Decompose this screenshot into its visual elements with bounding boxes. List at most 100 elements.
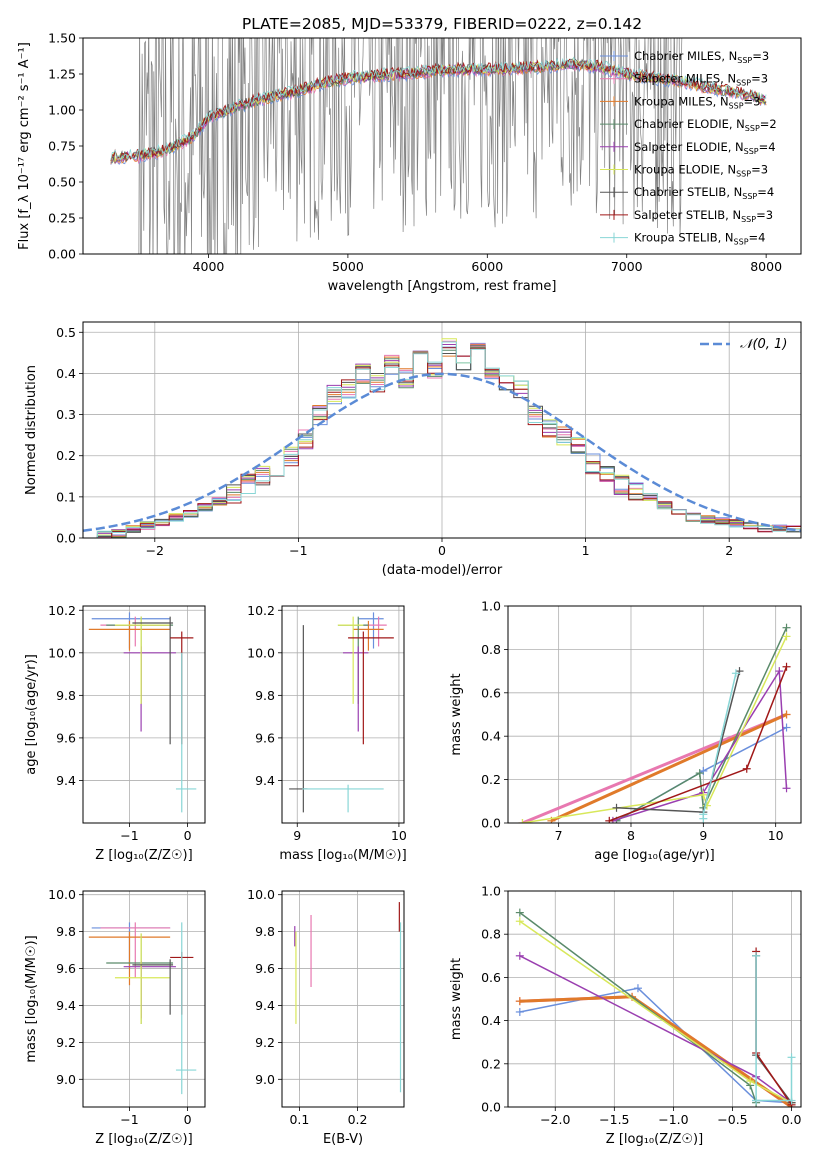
y-tick-label: 0.50: [48, 175, 76, 190]
y-tick-label: 10.2: [247, 603, 275, 618]
y-tick-label: 10.2: [48, 603, 76, 618]
x-tick-label: −1: [120, 1112, 138, 1127]
spectrum-xlabel: wavelength [Angstrom, rest frame]: [328, 279, 557, 294]
age_vs_mass-frame: [281, 605, 405, 824]
y-tick-label: 9.4: [255, 998, 275, 1013]
weight_vs_Z-ylabel: mass weight: [449, 958, 464, 1040]
x-tick-label: 9: [699, 828, 707, 843]
legend-entry: 𝒩(0, 1): [740, 337, 787, 352]
age_vs_Z-plot-area: [88, 612, 197, 813]
y-tick-label: 0.2: [56, 448, 76, 463]
y-tick-label: 9.4: [56, 998, 76, 1013]
y-tick-label: 0.4: [481, 729, 501, 744]
weight_vs_Z-frame: [507, 890, 802, 1108]
mass_vs_Z-plot-area: [88, 922, 197, 1095]
x-tick-label: −2: [146, 543, 164, 558]
x-tick-label: −1: [289, 543, 307, 558]
y-tick-label: 0.4: [56, 366, 76, 381]
legend-entry: Kroupa ELODIE, NSSP=3: [634, 163, 768, 179]
x-tick-label: 4000: [193, 259, 225, 274]
y-tick-label: 9.0: [255, 1072, 275, 1087]
x-tick-label: 8000: [750, 259, 782, 274]
y-tick-label: 9.6: [56, 961, 76, 976]
mass_vs_Z-axes: −1 0 9.0 9.2 9.4 9.6 9.8 10.0 Z [log₁₀(Z/Z☉)] mas…: [24, 887, 205, 1147]
y-tick-label: 0.5: [56, 325, 76, 340]
y-tick-label: 0.0: [56, 531, 76, 546]
x-tick-label: −1: [120, 828, 138, 843]
x-tick-label: 0: [438, 543, 446, 558]
weight_vs_age-frame: [507, 605, 802, 824]
y-tick-label: 9.4: [255, 773, 275, 788]
age_vs_mass-axes: 9 10 9.4 9.6 9.8 10.0 10.2 mass [log₁₀(M/M☉)]: [247, 603, 407, 863]
weight_vs_age-plot-area: [518, 623, 791, 823]
x-tick-label: 7000: [611, 259, 643, 274]
mass_vs_ebv-plot-area: [294, 902, 402, 1093]
y-tick-label: 9.0: [56, 1072, 76, 1087]
weight_vs_Z-axes: −2.0 −1.5 −1.0 −0.5 0.0 0.0 0.2 0.4 0.6 0.8 1.0 Z […: [449, 884, 802, 1148]
mass_vs_Z-xlabel: Z [log₁₀(Z/Z☉)]: [95, 1132, 192, 1147]
age_vs_Z-ylabel: age [log₁₀(age/yr)]: [24, 654, 39, 775]
mass_vs_ebv-axes: 0.1 0.2 9.0 9.2 9.4 9.6 9.8 10.0 E(B-V): [247, 887, 404, 1147]
weight_vs_age-axes: 7 8 9 10 0.0 0.2 0.4 0.6 0.8 1.0 age [log₁₀(age/yr…: [449, 599, 801, 863]
x-tick-label: 0: [184, 828, 192, 843]
y-tick-label: 9.2: [56, 1035, 76, 1050]
legend-entry: Salpeter ELODIE, NSSP=4: [634, 140, 776, 156]
observed-spectrum: [138, 38, 683, 254]
x-tick-label: −2.0: [540, 1112, 570, 1127]
x-tick-label: 8: [627, 828, 635, 843]
figure-title: PLATE=2085, MJD=53379, FIBERID=0222, z=0…: [242, 15, 642, 33]
legend-entry: Chabrier STELIB, NSSP=4: [634, 185, 774, 201]
weight-line: [616, 627, 788, 822]
legend-entry: Salpeter MILES, NSSP=3: [634, 72, 768, 88]
spectrum-axes: 4000 5000 6000 7000 8000 0.00 0.25 0.50 0.75 1.00…: [17, 31, 782, 295]
y-tick-label: 9.6: [255, 730, 275, 745]
x-tick-label: 6000: [471, 259, 503, 274]
x-tick-label: 0.2: [348, 1112, 368, 1127]
y-tick-label: 9.6: [255, 961, 275, 976]
legend-entry: Chabrier MILES, NSSP=3: [634, 49, 769, 65]
residuals-frame: [82, 321, 802, 539]
y-tick-label: 1.00: [48, 103, 76, 118]
age_vs_Z-xlabel: Z [log₁₀(Z/Z☉)]: [95, 848, 192, 863]
y-tick-label: 0.8: [481, 642, 501, 657]
age_vs_Z-frame: [82, 605, 206, 824]
y-tick-label: 0.3: [56, 407, 76, 422]
legend-entry: Salpeter STELIB, NSSP=3: [634, 208, 773, 224]
weight_vs_age-xlabel: age [log₁₀(age/yr)]: [594, 848, 715, 863]
y-tick-label: 9.8: [255, 688, 275, 703]
legend-entry: Kroupa MILES, NSSP=3: [634, 94, 760, 110]
y-tick-label: 0.2: [481, 772, 501, 787]
y-tick-label: 0.6: [481, 685, 501, 700]
mass_vs_Z-frame: [82, 890, 206, 1108]
x-tick-label: −1.5: [599, 1112, 629, 1127]
y-tick-label: 1.0: [481, 599, 501, 614]
x-tick-label: 10: [768, 828, 784, 843]
y-tick-label: 0.1: [56, 489, 76, 504]
x-tick-label: 1: [582, 543, 590, 558]
y-tick-label: 9.8: [56, 924, 76, 939]
legend-entry: Chabrier ELODIE, NSSP=2: [634, 117, 777, 133]
weight_vs_age-ylabel: mass weight: [449, 673, 464, 755]
y-tick-label: 0.25: [48, 211, 76, 226]
residuals-ylabel: Normed distribution: [24, 365, 39, 495]
y-tick-label: 0.00: [48, 247, 76, 262]
y-tick-label: 9.8: [56, 688, 76, 703]
spectrum-legend: Chabrier MILES, NSSP=3 Salpeter MILES, NS…: [600, 49, 777, 247]
spectrum-ylabel: Flux [f_λ 10⁻¹⁷ erg cm⁻² s⁻¹ A⁻¹]: [17, 42, 32, 250]
x-tick-label: 0.1: [289, 1112, 309, 1127]
y-tick-label: 10.0: [48, 645, 76, 660]
x-tick-label: 0.0: [782, 1112, 802, 1127]
x-tick-label: 7: [555, 828, 563, 843]
x-tick-label: 2: [725, 543, 733, 558]
residual-histogram: [83, 341, 801, 538]
y-tick-label: 0.6: [481, 970, 501, 985]
y-tick-label: 9.8: [255, 924, 275, 939]
legend-entry: Kroupa STELIB, NSSP=4: [634, 231, 765, 247]
y-tick-label: 10.0: [247, 645, 275, 660]
weight-line: [521, 713, 788, 823]
normal-distribution-curve: [83, 372, 801, 533]
y-tick-label: 0.8: [481, 927, 501, 942]
weight_vs_Z-plot-area: [515, 908, 796, 1107]
weight_vs_Z-xlabel: Z [log₁₀(Z/Z☉)]: [606, 1132, 703, 1147]
